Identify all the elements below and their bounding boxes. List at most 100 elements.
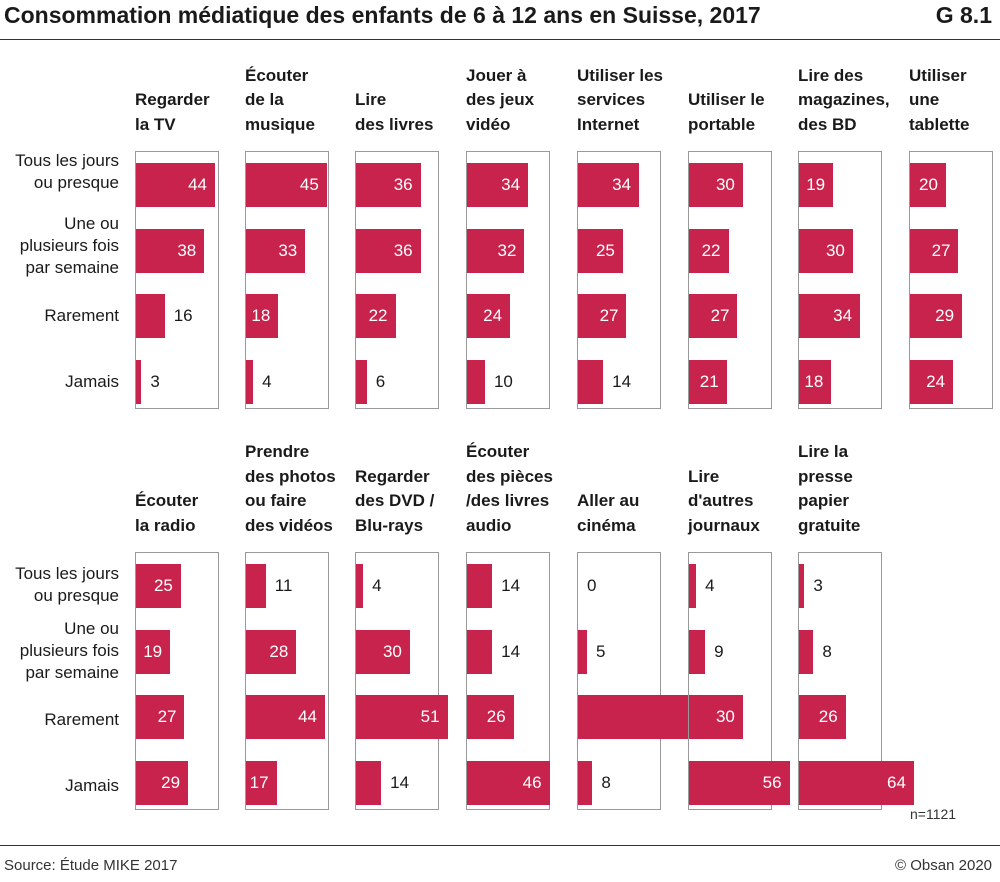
value-label: 30 (715, 175, 735, 194)
bar (136, 229, 205, 273)
panel-frame: 34 25 27 14 (577, 151, 661, 409)
bar (467, 761, 550, 805)
value-label: 27 (931, 241, 951, 260)
panel-title: Écouter des pièces/des livres audio (466, 440, 574, 538)
value-label: 19 (143, 642, 163, 661)
value-label: 64 (886, 773, 906, 792)
panel-title-line: Écouter (466, 442, 530, 461)
value-label: 5 (595, 642, 606, 661)
row-label-line: par semaine (25, 258, 119, 277)
value-label: 6 (375, 372, 386, 391)
bar (356, 229, 421, 273)
panel-frame: 20 27 29 24 (909, 151, 993, 409)
value-label: 28 (269, 642, 289, 661)
row-label-line: par semaine (25, 663, 119, 682)
value-label: 30 (382, 642, 402, 661)
value-label: 0 (587, 576, 597, 595)
panel-title-line (135, 465, 243, 490)
bar (246, 630, 297, 674)
value-label: 51 (420, 707, 440, 726)
bar (689, 294, 738, 338)
bar (689, 564, 697, 608)
value-label: 20 (919, 175, 938, 194)
value-label: 34 (501, 175, 521, 194)
panel-title-line: Utiliser le (688, 90, 765, 109)
value-label: 56 (762, 773, 782, 792)
panel-title-line: la TV (135, 114, 176, 134)
value-label: 34 (612, 175, 632, 194)
row-label-line: Tous les jours (15, 151, 119, 170)
panel-title-line (355, 64, 463, 89)
panel-title-line: ou faire (245, 491, 307, 510)
bar (136, 564, 181, 608)
row-label-line: Tous les jours (15, 564, 119, 583)
bar (689, 630, 706, 674)
panel-frame: 34 32 24 10 (466, 151, 550, 409)
row-label-line: Rarement (44, 710, 119, 729)
value-label: 34 (833, 306, 853, 325)
bar (356, 630, 410, 674)
value-label: 3 (813, 576, 823, 595)
panel-title-line (577, 440, 685, 465)
value-label: 33 (278, 241, 298, 260)
panel-title-line: Regarder (135, 90, 210, 109)
panel-title-line: /des livres (466, 491, 550, 510)
bar (578, 163, 640, 207)
bar (799, 229, 853, 273)
bar (136, 695, 185, 739)
bar (356, 163, 421, 207)
panel-frame: 25 19 27 29 (135, 552, 219, 810)
bar (799, 564, 805, 608)
panel-title: Utiliser le portable (688, 64, 796, 138)
bar (467, 294, 511, 338)
value-label: 4 (705, 576, 715, 595)
panel-frame: 4 30 51 14 (355, 552, 448, 810)
row-label-line: Rarement (44, 306, 119, 325)
value-label: 14 (390, 773, 410, 792)
row-label-line: Jamais (65, 776, 119, 795)
row-label-line: ou presque (33, 586, 119, 605)
bar (689, 360, 727, 404)
panel-title: Écouter de la musique (245, 64, 353, 138)
panel-title-line (135, 440, 243, 465)
bar (799, 695, 846, 739)
panel-title-line: Utiliser (909, 65, 967, 85)
value-label: 16 (173, 306, 193, 325)
value-label: 36 (393, 175, 413, 194)
figure-code: G 8.1 (935, 2, 992, 28)
panel-frame: 44 38 16 3 (135, 151, 219, 409)
panel-frame: 05868 (577, 552, 733, 810)
value-label: 27 (599, 306, 619, 325)
bar (799, 630, 814, 674)
bar (136, 360, 142, 404)
panel-title-line: des livres (355, 114, 434, 134)
row-label: Tous les jours ou presque (0, 563, 119, 607)
chart-title: Consommation médiatique des enfants de 6… (4, 2, 761, 28)
bar (356, 360, 367, 404)
value-label: 11 (274, 576, 293, 595)
panel-title-line: Lire des (798, 65, 864, 85)
value-label: 30 (825, 241, 845, 260)
panel-title-line: des vidéos (245, 515, 333, 535)
bar (578, 761, 593, 805)
row-label-line: plusieurs fois (19, 236, 119, 255)
panel-title-line: Lire (688, 466, 720, 486)
value-label: 24 (926, 372, 946, 391)
value-label: 17 (249, 773, 269, 792)
panel-title: Utiliser une tablette (909, 64, 1000, 138)
panel-title-line: des jeux (466, 90, 535, 109)
panel-title-line: Internet (577, 114, 640, 134)
row-label-line: Une ou (64, 214, 119, 233)
panel-title-line: Aller au (577, 491, 640, 510)
value-label: 18 (804, 372, 824, 391)
panel-frame: 30 22 27 21 (688, 151, 772, 409)
bar (356, 294, 396, 338)
bar (910, 360, 954, 404)
panel-title-line: magazines, (798, 90, 890, 109)
row-label: Une ou plusieurs fois par semaine (0, 213, 119, 279)
panel-title-line: presse (798, 466, 853, 486)
bar (246, 294, 279, 338)
panel-title-line: une (909, 90, 940, 109)
row-label: Jamais (0, 775, 119, 797)
panel-title-line: Écouter (245, 65, 309, 85)
